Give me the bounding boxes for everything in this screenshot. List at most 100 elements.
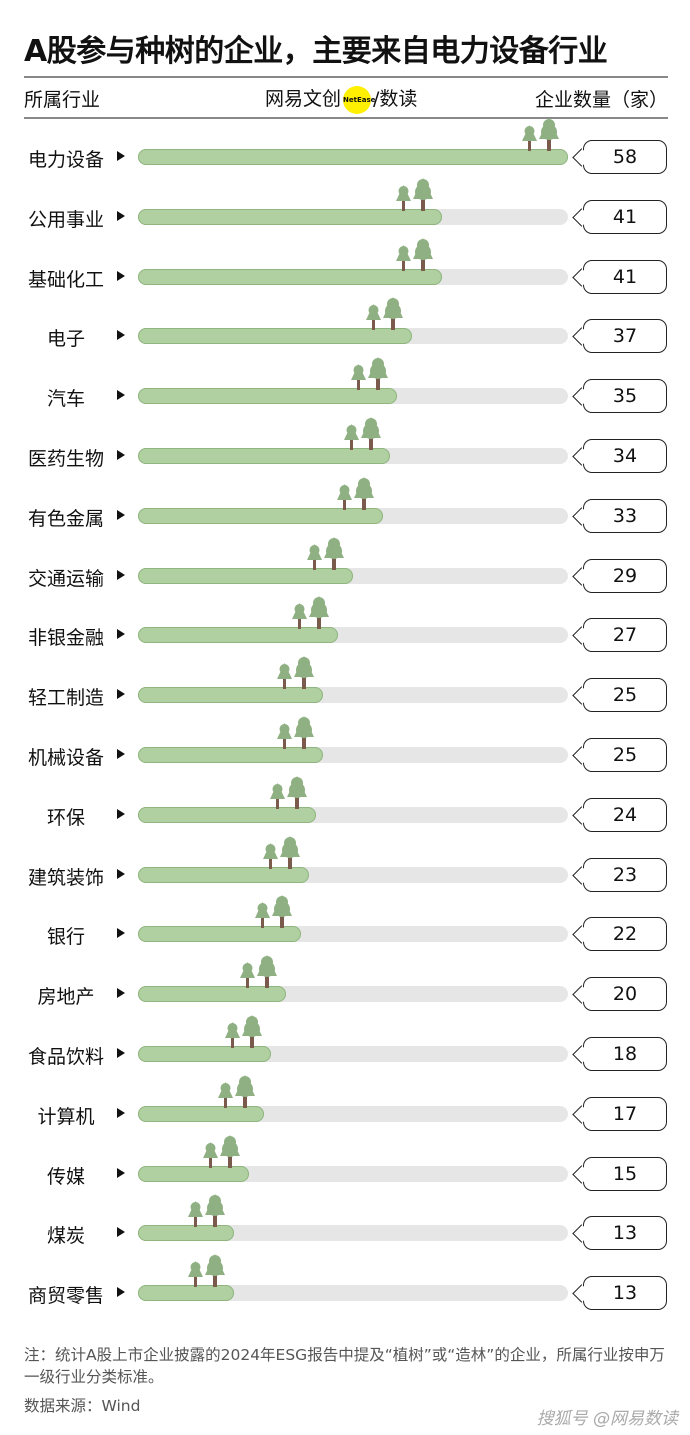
category-label: 电子 [46,328,85,351]
tree-icon [240,955,278,989]
bar-track [138,747,568,763]
bar-track [138,926,568,943]
arrow-icon [117,689,125,700]
bar-row: 有色金属 33 [0,476,690,576]
bar [138,567,353,584]
column-header-count: 企业数量（家） [534,89,668,111]
value-label: 17 [583,1096,667,1131]
category-label: 轻工制造 [27,687,104,710]
arrow-icon [117,330,125,341]
arrow-icon [117,1048,125,1058]
bar [138,268,442,285]
tree-icon [522,118,559,151]
value-label: 34 [583,439,667,473]
arrow-icon [117,450,125,460]
value-label: 23 [583,857,667,892]
bar-row: 电子 37 [0,297,690,396]
category-label: 商贸零售 [27,1285,104,1308]
arrow-icon [117,868,125,879]
bar-row: 交通运输 29 [0,536,690,636]
bar-row: 基础化工 41 [0,237,690,337]
bar [138,806,316,823]
arrow-icon [117,1107,125,1118]
value-label: 25 [583,678,667,713]
bar-track [138,149,568,165]
divider-header [24,117,668,119]
bar-track [138,388,568,405]
arrow-icon [117,808,125,819]
value-label: 33 [583,498,667,533]
bar-row: 食品饮料 18 [0,1015,690,1114]
bar [138,866,309,883]
arrow-icon [117,569,125,580]
bar [138,1225,235,1242]
category-label: 房地产 [37,986,95,1009]
tree-icon [188,1254,226,1288]
value-label: 37 [583,319,667,354]
brand-name: 网易文创 [265,88,342,110]
value-label: 27 [583,618,667,653]
arrow-icon [117,210,125,221]
tree-icon [395,177,433,211]
bar-row: 房地产 20 [0,955,690,1054]
tree-icon [307,536,344,570]
value-label: 13 [583,1276,667,1311]
bar-track [138,1046,568,1062]
tree-icon [351,357,389,391]
value-label: 41 [583,259,667,294]
value-label: 25 [583,738,667,772]
category-label: 有色金属 [27,507,104,530]
bar-track [138,627,568,644]
bar [138,1105,265,1122]
bar-row: 电力设备 58 [0,118,690,217]
value-label: 20 [583,977,667,1012]
tree-icon [366,297,404,331]
tree-icon [336,476,374,510]
bar-track [138,866,568,883]
category-label: 非银金融 [27,627,104,650]
category-label: 机械设备 [27,747,104,769]
arrow-icon [117,509,125,520]
value-label: 18 [583,1037,667,1071]
arrow-icon [117,928,125,939]
category-label: 银行 [46,926,85,949]
category-label: 煤炭 [46,1225,85,1248]
brand-logo: 网易文创 NetEase/数读 [265,84,417,114]
bar [138,627,339,644]
bar-row: 非银金融 27 [0,596,690,695]
bar [138,926,302,943]
chart-title: A股参与种树的企业，主要来自电力设备行业 [24,34,608,69]
value-label: 15 [583,1156,667,1191]
category-label: 医药生物 [27,448,104,470]
category-label: 公用事业 [27,208,104,231]
category-label: 汽车 [46,388,85,411]
bar-row: 银行 22 [0,895,690,994]
bar [138,1165,250,1182]
arrow-icon [117,1167,125,1178]
bar-track [138,328,568,345]
arrow-icon [117,151,125,161]
tree-icon [218,1074,256,1108]
value-label: 24 [583,797,667,832]
tree-icon [395,237,433,271]
divider-top [24,76,668,78]
arrow-icon [117,1287,125,1298]
bar [138,1046,272,1062]
arrow-icon [117,1227,125,1238]
category-label: 交通运输 [27,567,104,590]
value-label: 41 [583,199,667,234]
bar-row: 建筑装饰 23 [0,835,690,935]
bar [138,1285,235,1302]
arrow-icon [117,270,125,281]
column-header-industry: 所属行业 [24,89,101,111]
bar-track [138,1225,568,1242]
bar-track [138,687,568,704]
arrow-icon [117,390,125,401]
tree-icon [188,1194,226,1228]
tree-icon [292,596,330,630]
bar-row: 汽车 35 [0,357,690,456]
tree-icon [344,417,382,450]
value-label: 13 [583,1216,667,1251]
bar [138,208,442,225]
